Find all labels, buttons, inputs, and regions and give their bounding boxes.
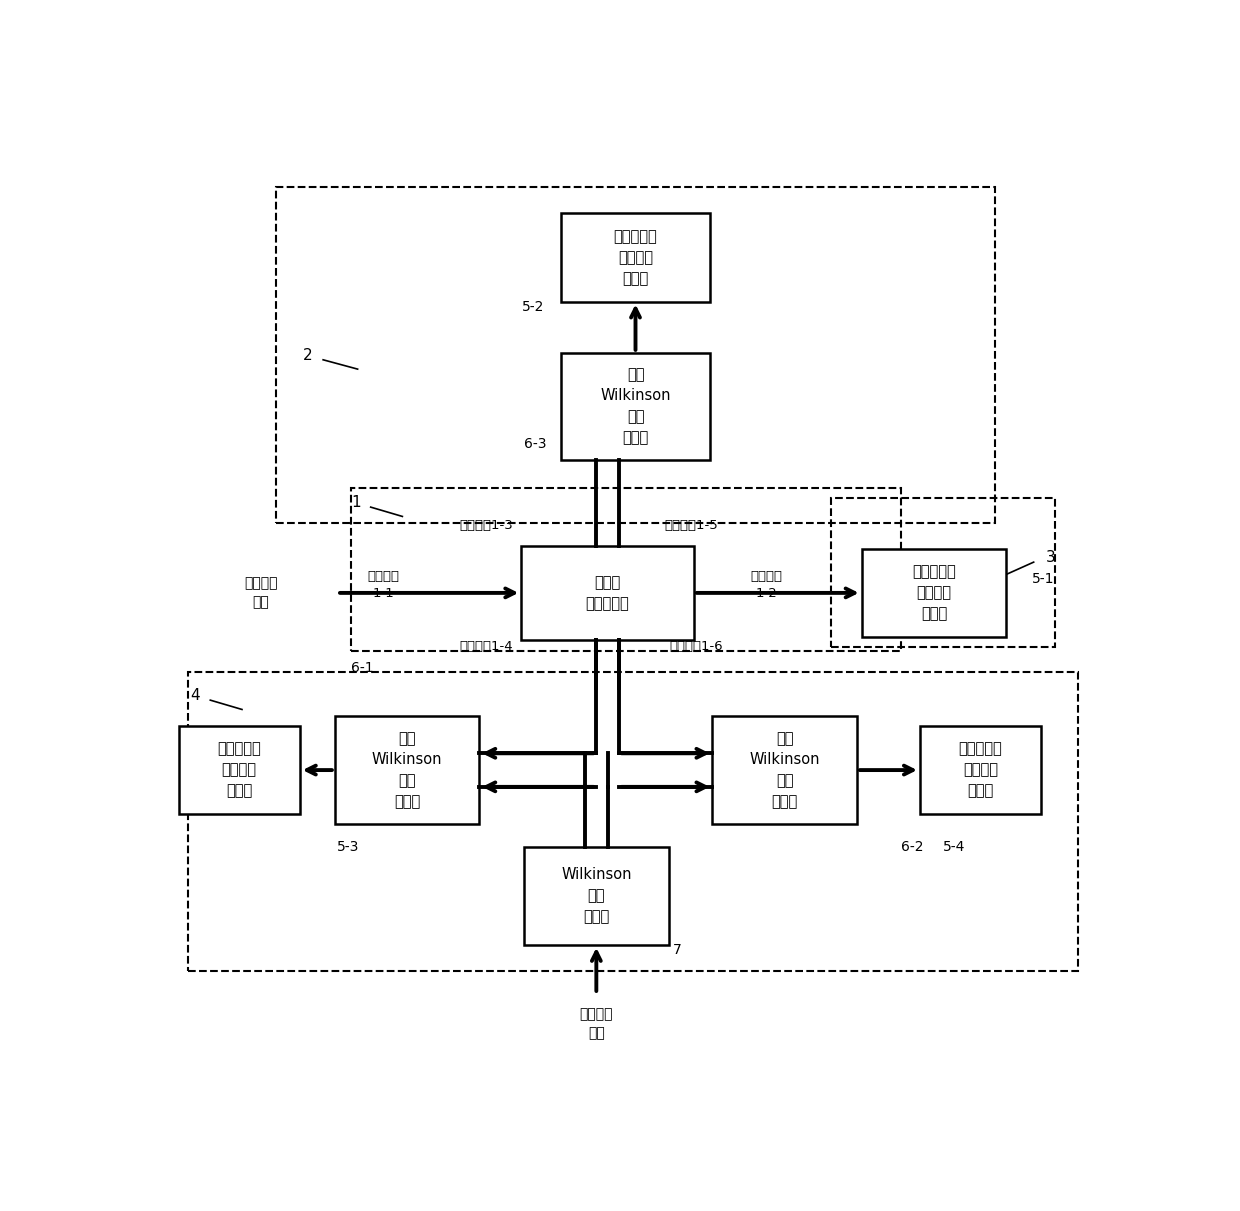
Text: 第二端口
1-2: 第二端口 1-2	[750, 570, 782, 601]
Text: 3: 3	[1045, 550, 1055, 566]
Text: 1: 1	[351, 495, 361, 510]
Text: 第三
Wilkinson
功率
合成器: 第三 Wilkinson 功率 合成器	[600, 367, 671, 446]
Text: 5-3: 5-3	[337, 839, 360, 854]
Text: 第六端口1-6: 第六端口1-6	[670, 641, 723, 654]
Text: 6-3: 6-3	[525, 437, 547, 450]
Text: 4: 4	[191, 688, 200, 704]
Bar	[560, 352, 711, 460]
Bar	[525, 846, 668, 945]
Bar	[521, 546, 693, 639]
Text: 7: 7	[673, 943, 682, 957]
Text: 第四端口1-4: 第四端口1-4	[460, 641, 513, 654]
Text: 第四直接式
微波功率
传感器: 第四直接式 微波功率 传感器	[959, 741, 1002, 798]
Text: 第三直接式
微波功率
传感器: 第三直接式 微波功率 传感器	[217, 741, 262, 798]
Bar	[862, 549, 1006, 637]
Text: 第一端口
1-1: 第一端口 1-1	[368, 570, 399, 601]
Text: 第二直接式
微波功率
传感器: 第二直接式 微波功率 传感器	[614, 229, 657, 286]
Text: 参考信号
输入: 参考信号 输入	[579, 1008, 613, 1040]
Bar	[560, 213, 711, 302]
Text: 待测信号
输入: 待测信号 输入	[244, 576, 278, 609]
Text: 第一
Wilkinson
功率
合成器: 第一 Wilkinson 功率 合成器	[372, 731, 443, 809]
Text: 第三端口1-3: 第三端口1-3	[460, 520, 513, 533]
Bar	[188, 672, 1079, 970]
Text: 6-1: 6-1	[351, 660, 373, 675]
Text: 5-1: 5-1	[1032, 572, 1054, 586]
Text: 六端口
缝隙耦合器: 六端口 缝隙耦合器	[585, 575, 630, 610]
Text: Wilkinson
功率
分配器: Wilkinson 功率 分配器	[560, 867, 631, 924]
Bar	[351, 488, 901, 650]
Text: 第二
Wilkinson
功率
合成器: 第二 Wilkinson 功率 合成器	[749, 731, 820, 809]
Text: 第一直接式
微波功率
传感器: 第一直接式 微波功率 传感器	[911, 564, 956, 621]
Bar	[831, 498, 1055, 647]
Text: 5-2: 5-2	[522, 299, 544, 314]
Bar	[920, 725, 1042, 814]
Text: 第五端口1-5: 第五端口1-5	[665, 520, 718, 533]
Bar	[713, 717, 857, 823]
Text: 6-2: 6-2	[901, 839, 924, 854]
Bar	[179, 725, 300, 814]
Bar	[335, 717, 480, 823]
Text: 5-4: 5-4	[944, 839, 966, 854]
Text: 2: 2	[303, 348, 312, 363]
Bar	[277, 188, 994, 523]
